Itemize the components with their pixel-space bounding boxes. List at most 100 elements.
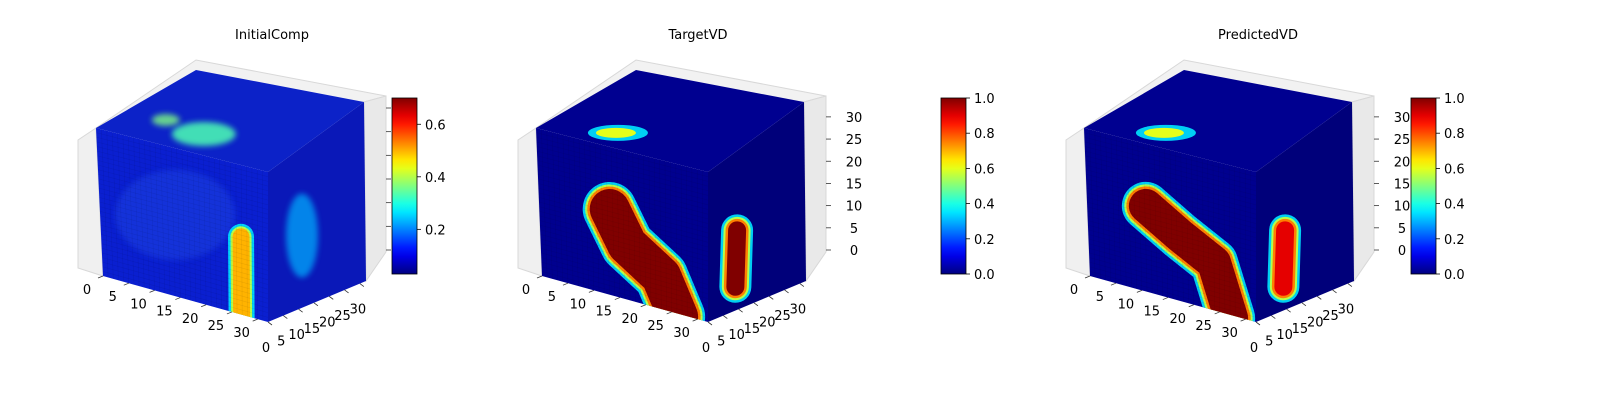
z-tick-label: 5	[1398, 222, 1406, 237]
top-blob	[172, 122, 236, 146]
y-tick	[268, 322, 272, 325]
x-tick	[563, 283, 568, 285]
y-tick	[1271, 316, 1275, 319]
y-tick	[299, 309, 303, 312]
colorbar: 0.00.20.40.60.81.0	[1411, 92, 1465, 283]
voxel-cube	[96, 70, 366, 322]
z-axis-ticks	[386, 108, 391, 250]
y-tick-label: 15	[744, 322, 761, 337]
panel-title: PredictedVD	[1218, 28, 1298, 43]
y-tick-label: 30	[1338, 303, 1355, 318]
x-tick-label: 30	[673, 326, 690, 341]
y-tick	[283, 316, 287, 319]
y-tick-label: 20	[1307, 315, 1324, 330]
y-tick-label: 5	[717, 335, 725, 350]
side-glow	[286, 194, 318, 278]
x-tick-label: 5	[1096, 290, 1104, 305]
z-tick-label: 0	[850, 244, 858, 259]
x-tick	[693, 319, 698, 321]
x-tick	[667, 312, 672, 314]
z-tick-label: 25	[1394, 133, 1411, 148]
x-tick-label: 10	[570, 297, 587, 312]
colorbar-gradient	[392, 98, 417, 274]
y-tick	[360, 284, 364, 287]
y-tick-label: 10	[1276, 328, 1293, 343]
x-tick	[1215, 312, 1220, 314]
y-tick	[1256, 322, 1260, 325]
y-tick	[769, 296, 773, 299]
y-tick	[1287, 309, 1291, 312]
x-tick-label: 20	[621, 312, 638, 327]
x-tick-label: 15	[1144, 305, 1161, 320]
y-tick-label: 15	[1292, 322, 1309, 337]
colorbar-tick-label: 0.6	[425, 118, 446, 133]
x-tick-label: 20	[1169, 312, 1186, 327]
y-tick	[723, 316, 727, 319]
x-tick-label: 0	[522, 283, 530, 298]
y-tick	[1302, 303, 1306, 306]
colorbar-tick-label: 0.0	[1444, 268, 1465, 283]
x-tick-label: 30	[233, 326, 250, 341]
colorbar-tick-label: 0.8	[1444, 127, 1465, 142]
x-tick	[150, 290, 155, 292]
x-tick	[1137, 290, 1142, 292]
y-tick-label: 25	[1322, 309, 1339, 324]
axes-side-pane	[364, 96, 386, 281]
colorbar-tick-label: 1.0	[1444, 92, 1465, 107]
z-tick-label: 25	[846, 133, 863, 148]
colorbar-gradient	[941, 98, 966, 274]
colorbar-tick-label: 0.0	[974, 268, 995, 283]
x-tick-label: 5	[109, 290, 117, 305]
x-tick	[537, 276, 542, 278]
x-tick-label: 25	[647, 319, 664, 334]
y-tick-label: 10	[288, 328, 305, 343]
colorbar-gradient	[1411, 98, 1436, 274]
x-tick	[201, 305, 206, 307]
z-tick-label: 5	[850, 222, 858, 237]
x-tick	[615, 298, 620, 300]
y-tick	[1333, 290, 1337, 293]
top-features	[588, 125, 648, 141]
colorbar-tick-label: 0.2	[1444, 233, 1465, 248]
x-tick-label: 25	[208, 319, 225, 334]
y-tick-label: 5	[1265, 335, 1273, 350]
x-tick	[253, 319, 258, 321]
x-tick-label: 30	[1221, 326, 1238, 341]
x-tick	[1111, 283, 1116, 285]
colorbar-tick-label: 0.8	[974, 127, 995, 142]
x-tick-label: 0	[83, 283, 91, 298]
x-tick-label: 25	[1195, 319, 1212, 334]
axes-side-pane	[804, 96, 826, 281]
voxel-cube	[1084, 70, 1354, 322]
z-tick-label: 30	[1394, 111, 1411, 126]
x-tick	[98, 276, 103, 278]
panel-title: InitialComp	[235, 28, 309, 43]
y-tick-label: 0	[262, 341, 270, 356]
voxel-cube	[536, 70, 806, 322]
x-tick-label: 15	[596, 305, 613, 320]
panel-title: TargetVD	[667, 28, 727, 43]
y-tick	[708, 322, 712, 325]
top-blob-edge	[152, 114, 180, 126]
x-tick-label: 15	[156, 305, 173, 320]
side-features	[286, 194, 318, 278]
z-tick-label: 20	[846, 155, 863, 170]
x-tick	[1189, 305, 1194, 307]
x-tick	[124, 283, 129, 285]
axes-side-pane	[1352, 96, 1374, 281]
y-tick-label: 15	[304, 322, 321, 337]
y-tick	[345, 290, 349, 293]
colorbar: 0.20.40.6	[392, 98, 446, 274]
top-blob	[1144, 128, 1184, 138]
colorbar-tick-label: 0.2	[974, 233, 995, 248]
x-tick	[589, 290, 594, 292]
z-tick-label: 10	[1394, 200, 1411, 215]
x-tick	[175, 298, 180, 300]
y-tick	[314, 303, 318, 306]
x-tick-label: 20	[182, 312, 199, 327]
z-tick-label: 15	[846, 177, 863, 192]
